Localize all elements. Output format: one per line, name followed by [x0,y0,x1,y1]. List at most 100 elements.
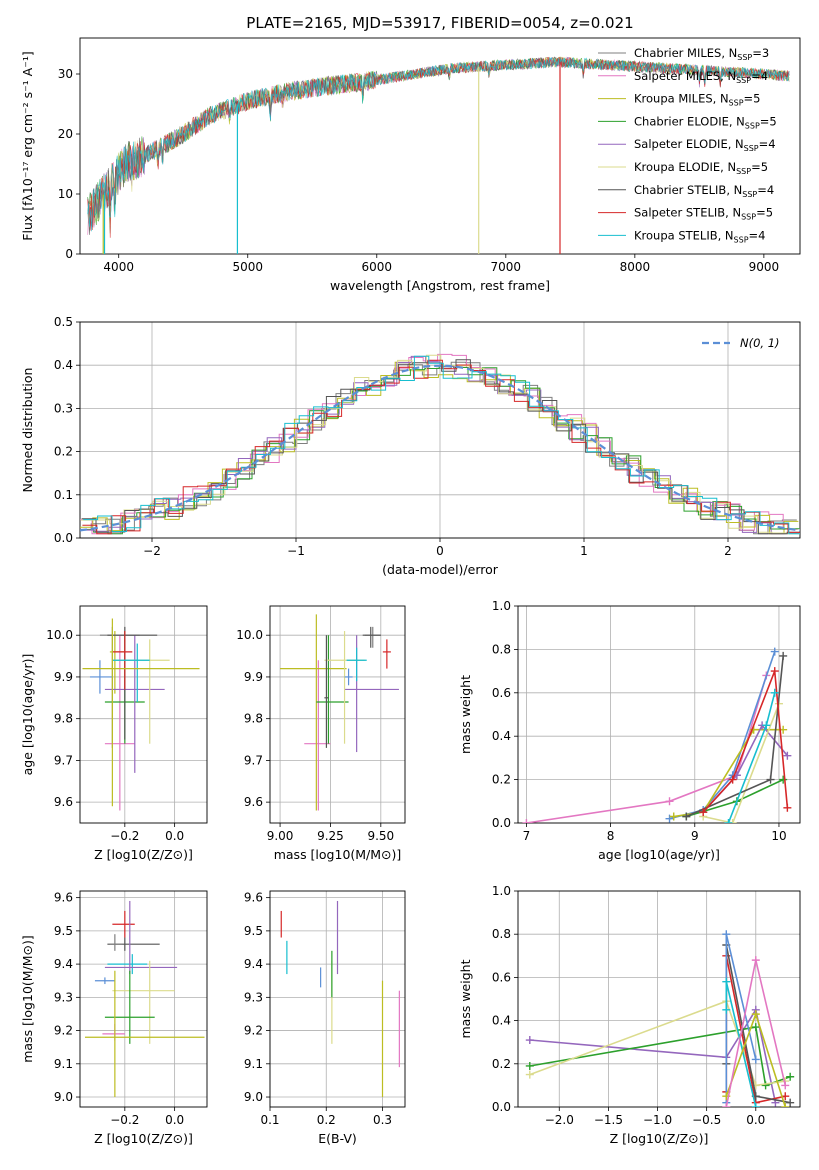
plus-marker [522,819,531,823]
mass_weight_vs_age-frame [517,605,801,824]
legend-entry: Kroupa ELODIE, NSSP=5 [634,160,768,176]
x-tick-label: −0.2 [110,1113,139,1127]
y-tick-label: 0.2 [54,445,73,459]
x-tick-label: −2.0 [545,1113,574,1127]
y-axis-label: age [log10(age/yr)] [20,654,35,776]
residuals-legend: N(0, 1) [702,336,780,350]
x-tick-label: 0.1 [260,1113,279,1127]
legend-entry: Kroupa MILES, NSSP=5 [634,92,760,108]
mass-weight-line [727,692,776,823]
y-axis-label: mass weight [458,959,473,1038]
y-tick-label: 0.8 [492,927,511,941]
mass_weight_vs_Z-plot-area [525,930,795,1107]
plus-marker [779,651,788,660]
histogram-step [80,361,799,535]
x-tick-label: 0 [436,544,444,558]
mass_weight_vs_age-panel: 7 8 9 10 0.0 0.2 0.4 0.6 0.8 1.0 age [log10(age/yr… [458,599,801,862]
x-tick-label: 10 [771,829,786,843]
y-tick-label: 9.8 [244,712,263,726]
plus-marker [766,775,775,784]
y-axis-label: mass weight [458,675,473,754]
y-tick-label: 9.1 [54,1057,73,1071]
y-tick-label: 9.4 [244,957,263,971]
spectrum-frame [79,37,801,255]
plus-marker [786,1098,795,1107]
plus-marker [728,819,737,823]
plus-marker [781,1081,790,1090]
gaussian-curve [80,364,800,532]
y-tick-label: 0.1 [54,488,73,502]
x-tick-label: 1 [580,544,588,558]
x-axis-label: mass [log10(M/M⊙)] [274,847,402,862]
mass_vs_Z-frame [79,890,208,1108]
x-tick-label: 2 [724,544,732,558]
y-tick-label: 0.4 [492,1014,511,1028]
y-tick-label: 30 [58,67,73,81]
legend-entry: Chabrier ELODIE, NSSP=5 [634,114,777,130]
y-tick-label: 9.4 [54,957,73,971]
x-axis-label: Z [log10(Z/Z⊙)] [94,847,193,862]
x-tick-label: 4000 [103,260,134,274]
x-tick-label: 5000 [232,260,263,274]
plus-marker [722,1005,731,1014]
y-tick-label: 9.6 [54,891,73,905]
age_vs_mass-plot-area [280,614,399,811]
mass_weight_vs_Z-panel: −2.0 −1.5 −1.0 −0.5 0.0 0.0 0.2 0.4 0.6 0.8 1.0 Z [… [458,884,801,1146]
x-tick-label: 0.0 [165,829,184,843]
residuals-frame [79,321,801,539]
y-axis-label: mass [log10(M/M⊙)] [20,935,35,1063]
spectrum-series-line [87,56,790,235]
x-tick-label: 0.2 [317,1113,336,1127]
spectrum-series-line [87,56,790,238]
x-tick-label: −0.5 [692,1113,721,1127]
y-tick-label: 9.7 [244,753,263,767]
plus-marker [525,1070,534,1079]
y-tick-label: 9.6 [244,795,263,809]
y-tick-label: 9.6 [244,891,263,905]
y-tick-label: 1.0 [492,599,511,613]
y-tick-label: 9.5 [54,924,73,938]
plus-marker [724,819,733,823]
y-tick-label: 1.0 [492,884,511,898]
x-tick-label: 9 [691,829,699,843]
y-tick-label: 9.2 [54,1024,73,1038]
plus-marker [783,751,792,760]
x-tick-label: −0.2 [110,829,139,843]
mass_vs_Z-panel: −0.2 0.0 9.0 9.1 9.2 9.3 9.4 9.5 9.6 Z [log10(Z/Z… [20,890,208,1146]
y-tick-label: 0.2 [492,1057,511,1071]
plus-marker [751,1055,760,1064]
residuals-panel: −2 −1 0 1 2 0.0 0.1 0.2 0.3 0.4 0.5 (data-model)/er… [20,315,801,577]
mass-weight-line [529,1007,777,1103]
y-tick-label: 9.3 [244,990,263,1004]
y-tick-label: 20 [58,127,73,141]
y-tick-label: 0.3 [54,401,73,415]
plus-marker [751,956,760,965]
age_vs_Z-frame [79,605,208,824]
x-tick-label: −2 [143,544,161,558]
mass_weight_vs_Z-frame [517,890,801,1108]
y-tick-label: 9.2 [244,1024,263,1038]
plus-marker [665,797,674,806]
y-tick-label: 9.9 [54,670,73,684]
age_vs_Z-plot-area [82,618,200,811]
mass_vs_ebv-plot-area [280,900,400,1098]
figure-title: PLATE=2165, MJD=53917, FIBERID=0054, z=0… [246,14,633,32]
legend-entry: Salpeter MILES, NSSP=4 [634,69,768,85]
y-tick-label: 0.6 [492,686,511,700]
plus-marker [786,1072,795,1081]
age_vs_Z-panel: −0.2 0.0 9.6 9.7 9.8 9.9 10.0 Z [log10(Z/Z⊙)] ag… [20,605,208,862]
histogram-step [82,359,800,535]
x-tick-label: 8 [607,829,615,843]
mass_weight_vs_age-plot-area [522,647,792,823]
x-tick-label: 8000 [620,260,651,274]
x-tick-label: 9.00 [267,829,294,843]
x-axis-label: age [log10(age/yr)] [598,847,720,862]
histogram-step [81,359,800,535]
x-tick-label: −1 [287,544,305,558]
y-axis-label: Flux [fλ10⁻¹⁷ erg cm⁻² s⁻¹ A⁻¹] [20,51,35,240]
y-tick-label: 0.5 [54,315,73,329]
plus-marker [761,1081,770,1090]
y-tick-label: 0.6 [492,970,511,984]
plus-marker [781,1103,790,1107]
y-tick-label: 9.7 [54,753,73,767]
